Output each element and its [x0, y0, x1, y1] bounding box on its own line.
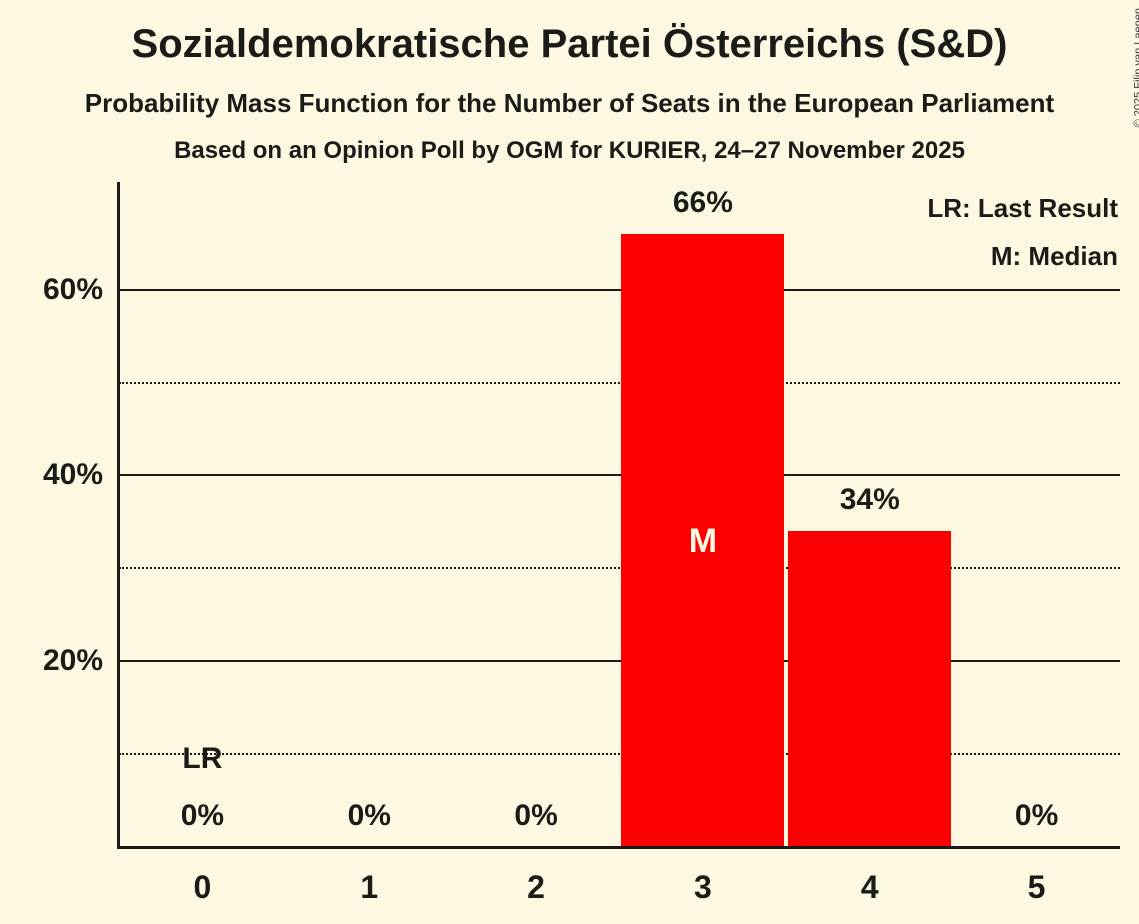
bar-value-label-5: 0%: [1014, 799, 1059, 832]
minor-gridline-30: [119, 567, 1120, 570]
major-gridline-60: [119, 288, 1120, 291]
y-axis-line: [117, 182, 120, 849]
x-axis-tick-label-4: 4: [860, 869, 879, 905]
bar-value-label-2: 0%: [514, 799, 558, 832]
bar-value-label-0: 0%: [180, 799, 225, 832]
minor-gridline-50: [119, 381, 1120, 384]
median-marker: M: [688, 521, 718, 560]
bar-seats-4: [788, 531, 952, 847]
copyright-notice: © 2025 Filip van Laenen: [1132, 8, 1139, 127]
legend-last-result: LR: Last Result: [927, 193, 1118, 223]
y-axis-tick-label-40: 40%: [42, 458, 103, 492]
x-axis-tick-label-1: 1: [360, 869, 379, 905]
chart-source-line: Based on an Opinion Poll by OGM for KURI…: [174, 137, 965, 164]
x-axis-tick-label-0: 0: [193, 869, 212, 905]
bar-value-label-4: 34%: [839, 483, 900, 517]
bar-value-label-1: 0%: [347, 799, 391, 832]
chart-legend: LR: Last Result M: Median: [927, 184, 1118, 280]
y-axis-tick-label-20: 20%: [42, 644, 103, 678]
major-gridline-40: [119, 474, 1120, 477]
x-axis-tick-label-2: 2: [527, 869, 545, 905]
x-axis-tick-label-3: 3: [694, 869, 712, 905]
bar-seats-3: [621, 234, 785, 847]
chart-subtitle: Probability Mass Function for the Number…: [84, 88, 1055, 118]
legend-median: M: Median: [990, 241, 1118, 271]
last-result-marker: LR: [182, 742, 223, 775]
chart-title: Sozialdemokratische Partei Österreichs (…: [131, 22, 1008, 66]
y-axis-tick-label-60: 60%: [42, 272, 103, 306]
major-gridline-20: [119, 660, 1120, 663]
minor-gridline-10: [119, 753, 1120, 756]
x-axis-line: [117, 846, 1120, 849]
x-axis-tick-label-5: 5: [1027, 869, 1046, 905]
bar-value-label-3: 66%: [672, 186, 733, 219]
